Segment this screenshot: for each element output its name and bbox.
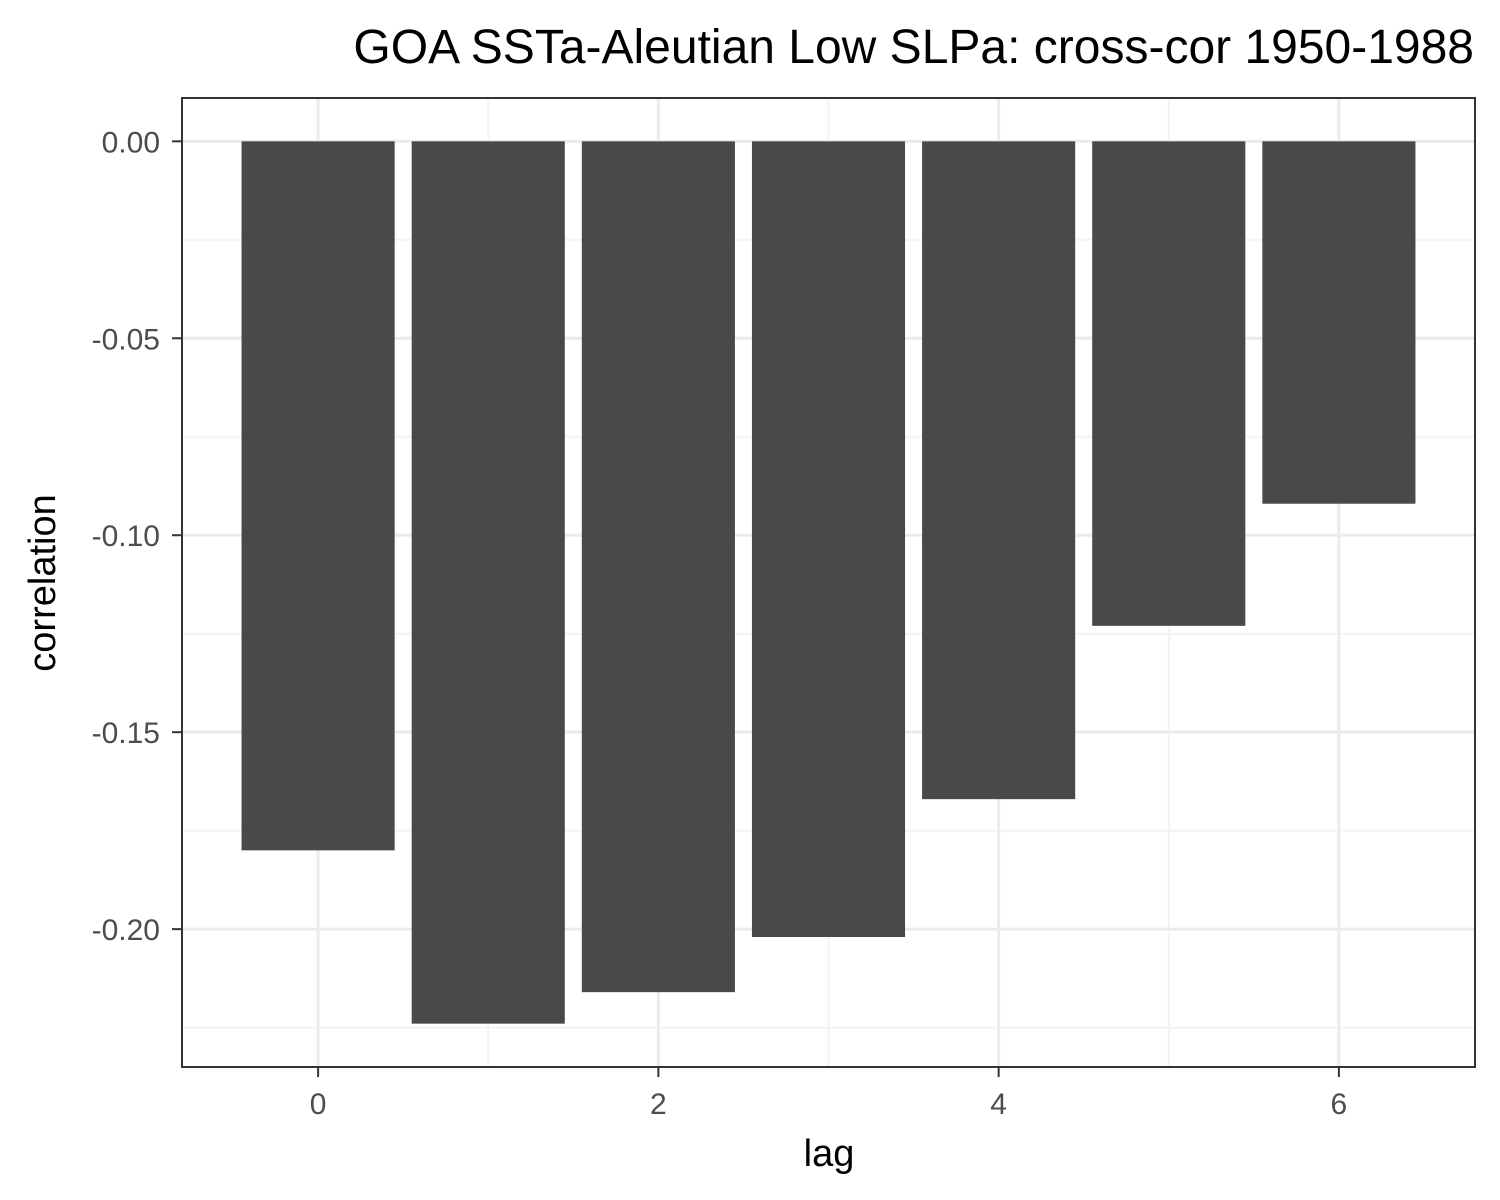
x-axis: 0 2 4 6: [310, 1067, 1347, 1121]
y-axis: 0.00 -0.05 -0.10 -0.15 -0.20: [92, 126, 182, 947]
x-tick-label: 0: [310, 1088, 327, 1121]
bar-lag-2: [581, 141, 735, 993]
bar-lag-5: [1092, 141, 1246, 626]
chart-title: GOA SSTa-Aleutian Low SLPa: cross-cor 19…: [353, 21, 1474, 74]
x-tick-label: 2: [650, 1088, 667, 1121]
plot-panel: [181, 97, 1476, 1068]
y-axis-title: correlation: [22, 494, 64, 671]
x-tick-label: 4: [990, 1088, 1007, 1121]
bar-lag-1: [411, 141, 565, 1024]
y-tick-label: -0.20: [92, 914, 160, 947]
bar-lag-6: [1262, 141, 1416, 504]
x-tick-label: 6: [1331, 1088, 1348, 1121]
y-tick-label: -0.15: [92, 717, 160, 750]
bar-lag-3: [751, 141, 906, 938]
y-tick-label: -0.10: [92, 520, 160, 553]
y-tick-label: -0.05: [92, 323, 160, 356]
y-tick-label: 0.00: [102, 126, 160, 159]
bar-lag-4: [922, 141, 1076, 800]
bars: [241, 141, 1416, 1024]
panel-border: [181, 97, 1476, 1068]
x-axis-title: lag: [804, 1133, 855, 1175]
bar-lag-0: [241, 141, 395, 851]
